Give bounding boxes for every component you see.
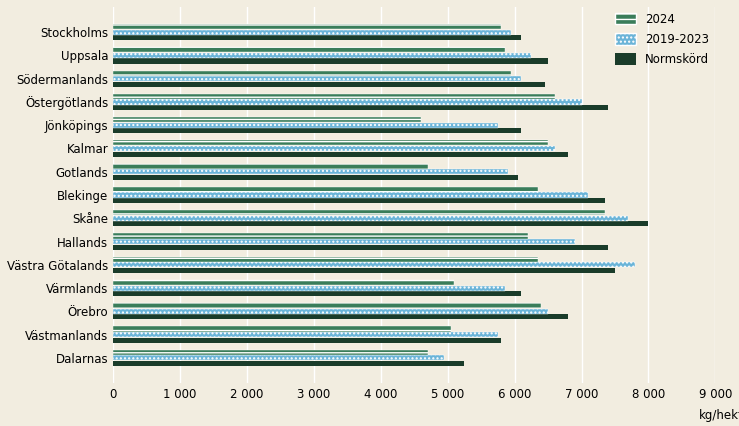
Bar bbox=[113, 256, 538, 262]
Bar bbox=[113, 198, 605, 203]
Bar bbox=[113, 245, 608, 250]
Bar bbox=[113, 326, 451, 331]
Bar bbox=[113, 128, 521, 133]
Bar bbox=[113, 361, 464, 366]
Bar bbox=[113, 233, 528, 239]
Bar bbox=[113, 117, 421, 122]
Bar bbox=[113, 164, 428, 169]
Bar bbox=[113, 239, 575, 244]
Bar bbox=[113, 309, 548, 314]
Bar bbox=[113, 152, 568, 157]
Bar bbox=[113, 303, 542, 308]
Bar bbox=[113, 71, 511, 76]
Bar bbox=[113, 210, 605, 215]
Bar bbox=[113, 105, 608, 110]
Bar bbox=[113, 355, 444, 360]
Bar bbox=[113, 262, 635, 268]
Bar bbox=[113, 76, 521, 81]
Bar bbox=[113, 175, 518, 180]
Bar bbox=[113, 58, 548, 63]
Bar bbox=[113, 221, 648, 227]
Bar bbox=[113, 350, 428, 355]
Bar bbox=[113, 314, 568, 320]
Bar bbox=[113, 216, 628, 221]
Bar bbox=[113, 285, 505, 291]
Bar bbox=[113, 187, 538, 192]
Bar bbox=[113, 338, 501, 343]
Bar bbox=[113, 99, 582, 104]
Bar bbox=[113, 30, 511, 35]
Bar bbox=[113, 332, 498, 337]
Bar bbox=[113, 24, 501, 29]
Bar bbox=[113, 53, 531, 58]
Bar bbox=[113, 146, 555, 151]
Bar bbox=[113, 280, 454, 285]
Bar bbox=[113, 140, 548, 145]
X-axis label: kg/hektar: kg/hektar bbox=[699, 409, 739, 423]
Bar bbox=[113, 94, 555, 99]
Bar bbox=[113, 35, 521, 40]
Bar bbox=[113, 169, 508, 174]
Bar bbox=[113, 193, 588, 198]
Bar bbox=[113, 123, 498, 128]
Bar bbox=[113, 291, 521, 296]
Legend: 2024, 2019-2023, Normskörd: 2024, 2019-2023, Normskörd bbox=[610, 8, 714, 71]
Bar bbox=[113, 268, 615, 273]
Bar bbox=[113, 82, 545, 87]
Bar bbox=[113, 47, 505, 52]
